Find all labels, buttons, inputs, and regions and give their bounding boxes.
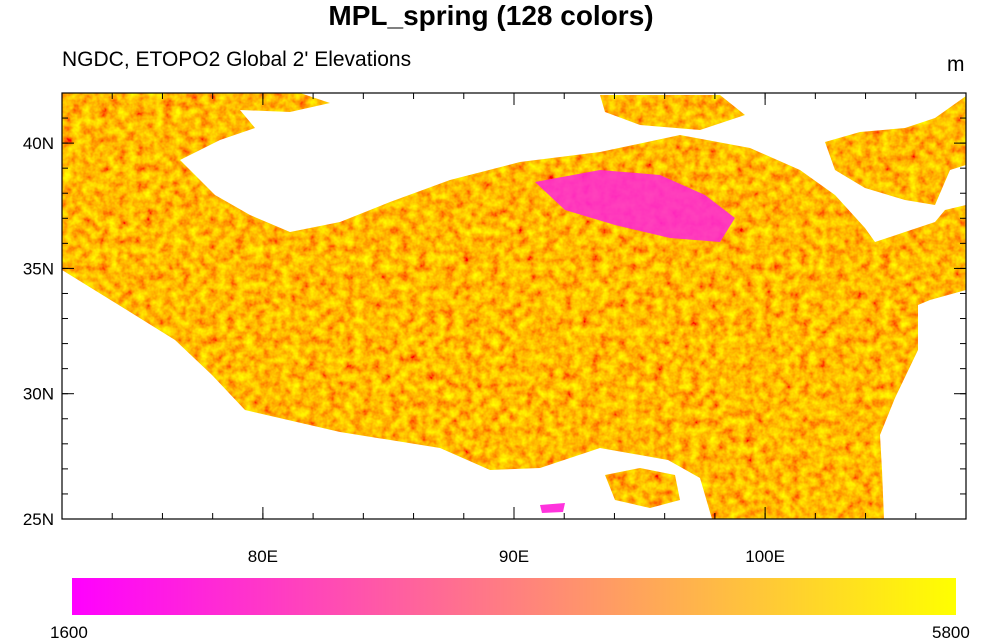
lon-tick-label: 90E: [499, 547, 529, 566]
lon-tick-label: 100E: [745, 547, 785, 566]
south-patch-small: [540, 503, 565, 513]
elevation-field: [62, 93, 966, 519]
northeast-highlands: [825, 96, 966, 205]
lon-tick-label: 80E: [248, 547, 278, 566]
map-title: MPL_spring (128 colors): [328, 0, 654, 31]
lat-tick-label: 30N: [23, 385, 54, 404]
units-label: m: [947, 53, 965, 76]
qaidam-basin: [535, 170, 735, 242]
colorbar-min-label: 1600: [50, 623, 88, 642]
northeast-patch: [600, 95, 745, 130]
axis-ticks: [61, 92, 967, 520]
axis-tick-labels: 80E 90E 100E 25N 30N 35N 40N: [23, 134, 785, 566]
colorbar-max-label: 5800: [932, 623, 970, 642]
highland-region: [62, 93, 966, 519]
colorbar: [72, 578, 956, 615]
map-subtitle: NGDC, ETOPO2 Global 2' Elevations: [62, 48, 412, 71]
south-patch: [605, 468, 680, 508]
lat-tick-label: 40N: [23, 134, 54, 153]
lat-tick-label: 25N: [23, 510, 54, 529]
lat-tick-label: 35N: [23, 259, 54, 278]
